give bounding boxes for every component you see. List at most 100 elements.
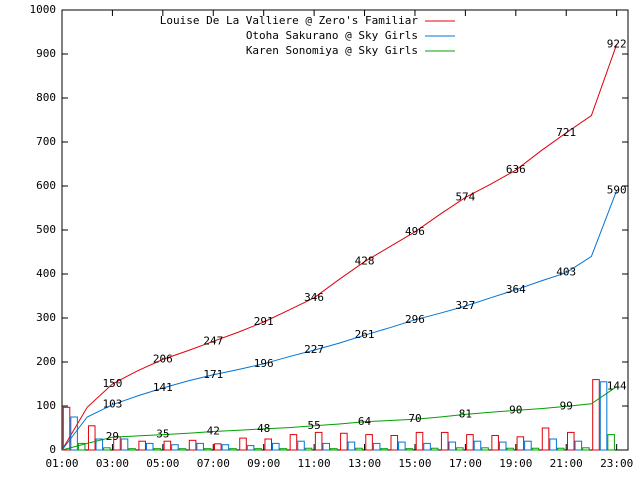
y-tick-label: 700 — [36, 135, 56, 148]
bar — [188, 439, 197, 451]
x-tick-label: 05:00 — [146, 457, 179, 470]
bar — [272, 442, 280, 451]
bar — [516, 436, 525, 451]
point-label: 346 — [304, 291, 324, 304]
point-label: 55 — [307, 419, 320, 432]
point-label: 574 — [455, 190, 475, 203]
bar — [398, 441, 406, 451]
bar — [70, 416, 78, 451]
point-label: 428 — [355, 255, 375, 268]
bar — [289, 434, 298, 451]
bar — [506, 447, 515, 451]
bar — [466, 434, 474, 451]
point-label: 150 — [102, 377, 122, 390]
bar — [264, 438, 273, 451]
point-label: 42 — [207, 425, 220, 438]
point-label: 403 — [556, 266, 576, 279]
bar — [171, 444, 179, 451]
point-label: 196 — [254, 357, 274, 370]
bar — [415, 431, 424, 451]
bar — [456, 447, 464, 451]
x-tick-label: 21:00 — [550, 457, 583, 470]
y-tick-label: 800 — [36, 91, 56, 104]
bar — [120, 438, 129, 451]
x-tick-label: 03:00 — [96, 457, 129, 470]
x-tick-label: 23:00 — [600, 457, 633, 470]
bar — [87, 425, 96, 451]
bar — [297, 440, 305, 451]
bar — [498, 441, 507, 451]
series-line — [61, 190, 618, 451]
y-tick-label: 1000 — [30, 3, 57, 16]
bar — [279, 448, 288, 451]
x-tick-label: 15:00 — [398, 457, 431, 470]
bar — [178, 448, 187, 451]
x-tick-label: 19:00 — [499, 457, 532, 470]
bar — [214, 443, 222, 451]
point-label: 261 — [355, 328, 375, 341]
bar — [95, 438, 104, 451]
bar — [62, 406, 71, 451]
y-tick-label: 100 — [36, 399, 56, 412]
bar — [103, 447, 111, 451]
x-tick-label: 01:00 — [45, 457, 78, 470]
bar — [566, 431, 575, 451]
bar — [340, 432, 348, 451]
bar — [481, 447, 489, 451]
bar — [77, 442, 86, 451]
bar — [239, 437, 247, 451]
bar — [322, 442, 330, 451]
bar — [430, 447, 439, 451]
bar — [440, 431, 449, 451]
point-label: 171 — [203, 368, 223, 381]
point-label: 70 — [408, 412, 421, 425]
bar — [254, 448, 262, 451]
point-label: 35 — [156, 428, 169, 441]
y-tick-label: 500 — [36, 223, 56, 236]
x-tick-label: 09:00 — [247, 457, 280, 470]
bar — [574, 440, 583, 451]
bar — [607, 434, 615, 451]
bar — [128, 448, 136, 451]
bar — [163, 440, 172, 451]
point-label: 90 — [509, 403, 522, 416]
bar — [524, 440, 532, 451]
bar — [196, 442, 204, 451]
series-line — [61, 386, 617, 451]
bar — [203, 448, 212, 451]
point-label: 141 — [153, 381, 173, 394]
bar — [314, 431, 323, 451]
y-tick-label: 400 — [36, 267, 56, 280]
bar — [549, 438, 557, 451]
legend-label: Karen Sonomiya @ Sky Girls — [246, 44, 418, 57]
point-label: 721 — [556, 126, 576, 139]
bar — [582, 447, 590, 451]
y-tick-label: 200 — [36, 355, 56, 368]
plot-frame — [61, 9, 629, 451]
bar — [405, 448, 414, 451]
bar — [599, 381, 608, 451]
bar — [531, 447, 540, 451]
point-label: 81 — [459, 407, 472, 420]
bar — [372, 442, 381, 451]
bar — [304, 447, 313, 451]
y-tick-label: 300 — [36, 311, 56, 324]
bar — [221, 444, 230, 451]
bar — [138, 440, 146, 451]
series-line — [61, 44, 618, 451]
point-label: 590 — [607, 183, 627, 196]
bar — [380, 448, 388, 451]
bar — [347, 441, 356, 451]
y-tick-label: 900 — [36, 47, 56, 60]
point-label: 636 — [506, 163, 526, 176]
point-label: 99 — [560, 399, 573, 412]
legend-label: Louise De La Valliere @ Zero's Familiar — [160, 14, 419, 27]
bar — [153, 448, 162, 451]
point-label: 29 — [106, 430, 119, 443]
bar — [246, 445, 255, 451]
x-tick-label: 11:00 — [298, 457, 331, 470]
y-tick-label: 0 — [49, 443, 56, 456]
x-tick-label: 17:00 — [449, 457, 482, 470]
point-label: 103 — [102, 398, 122, 411]
